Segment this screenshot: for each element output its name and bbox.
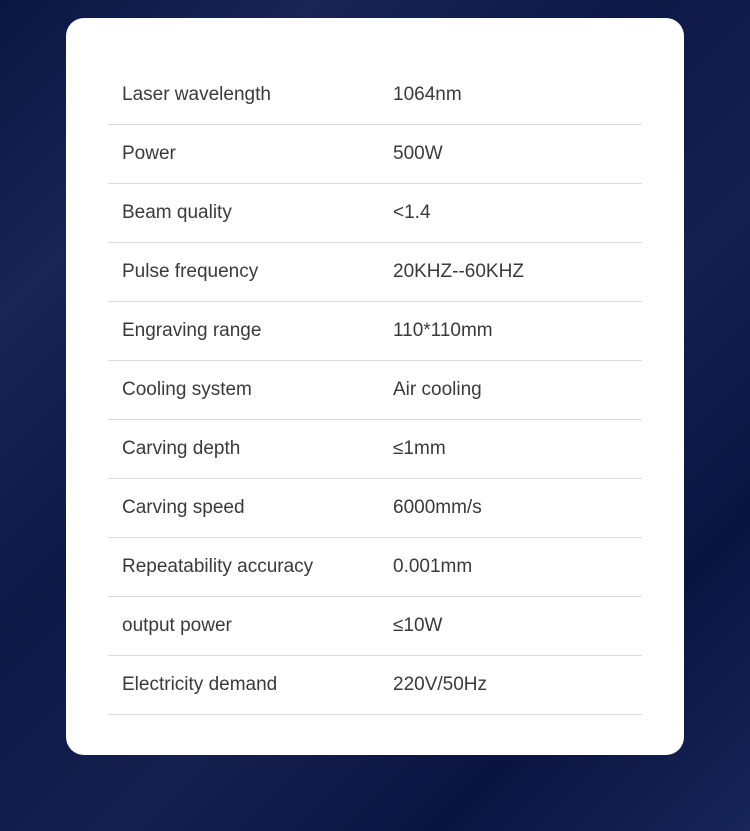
spec-value: ≤1mm [393,438,642,460]
spec-label: Carving depth [108,438,393,460]
spec-label: Pulse frequency [108,261,393,283]
spec-value: Air cooling [393,379,642,401]
spec-value: <1.4 [393,202,642,224]
spec-label: Power [108,143,393,165]
spec-label: Laser wavelength [108,84,393,106]
table-row: Laser wavelength 1064nm [108,66,642,125]
spec-value: 1064nm [393,84,642,106]
table-row: Electricity demand 220V/50Hz [108,656,642,715]
spec-value: 20KHZ--60KHZ [393,261,642,283]
spec-label: Beam quality [108,202,393,224]
spec-value: 0.001mm [393,556,642,578]
spec-card: Laser wavelength 1064nm Power 500W Beam … [66,18,684,755]
table-row: Repeatability accuracy 0.001mm [108,538,642,597]
table-row: Engraving range 110*110mm [108,302,642,361]
spec-label: Electricity demand [108,674,393,696]
spec-label: output power [108,615,393,637]
table-row: Cooling system Air cooling [108,361,642,420]
spec-value: ≤10W [393,615,642,637]
spec-label: Engraving range [108,320,393,342]
table-row: Beam quality <1.4 [108,184,642,243]
table-row: Pulse frequency 20KHZ--60KHZ [108,243,642,302]
spec-value: 110*110mm [393,320,642,342]
spec-value: 220V/50Hz [393,674,642,696]
spec-label: Repeatability accuracy [108,556,393,578]
spec-label: Carving speed [108,497,393,519]
table-row: Power 500W [108,125,642,184]
table-row: Carving depth ≤1mm [108,420,642,479]
table-row: output power ≤10W [108,597,642,656]
spec-value: 6000mm/s [393,497,642,519]
spec-value: 500W [393,143,642,165]
spec-label: Cooling system [108,379,393,401]
table-row: Carving speed 6000mm/s [108,479,642,538]
